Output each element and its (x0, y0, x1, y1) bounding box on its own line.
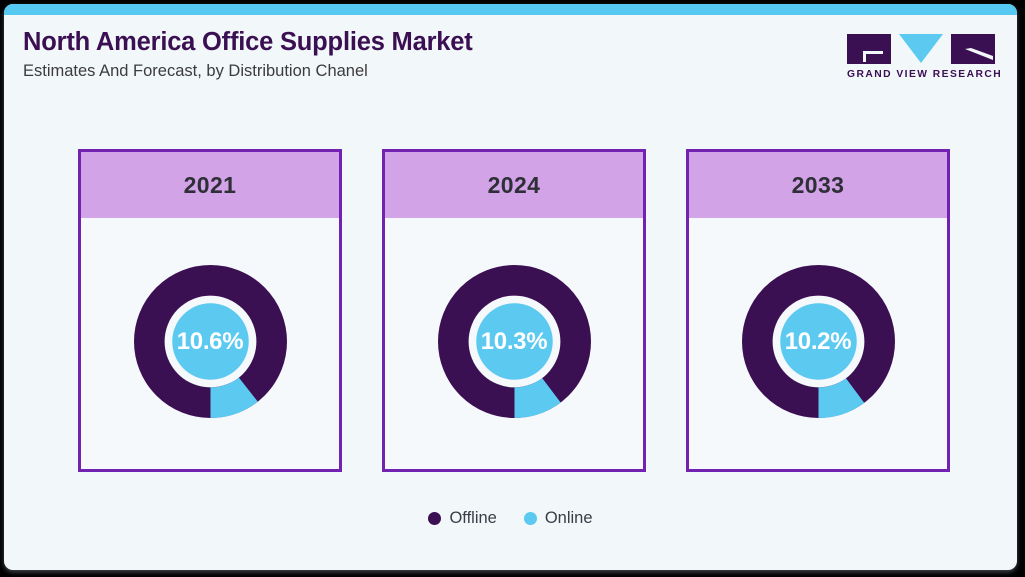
panel-year-label: 2024 (487, 171, 541, 198)
donut-inner-disc (171, 303, 249, 380)
legend-swatch-online (523, 512, 537, 525)
donut-chart-2033: 10.2% (741, 265, 895, 418)
donut-svg-2024 (437, 265, 591, 418)
panel-header-2021: 2021 (81, 152, 339, 218)
legend-swatch-offline (428, 512, 442, 525)
donut-segment-online (133, 265, 287, 418)
top-accent-bar (4, 4, 1017, 15)
logo-wordmark: GRAND VIEW RESEARCH (847, 69, 1003, 80)
panel-year-label: 2033 (791, 171, 845, 198)
page-title: North America Office Supplies Market (23, 28, 473, 56)
donut-svg-2033 (741, 265, 895, 418)
donut-chart-2024: 10.3% (437, 265, 591, 418)
panel-body-2024: 10.3% (385, 218, 643, 469)
legend-item-online: Online (523, 509, 593, 528)
donut-panel-2024: 2024 10.3% (382, 149, 646, 472)
header: North America Office Supplies Market Est… (4, 15, 1017, 101)
donut-inner-disc (779, 303, 857, 380)
brand-logo: GRAND VIEW RESEARCH (847, 32, 1003, 80)
grand-view-research-logo-icon (847, 34, 995, 64)
donut-panel-2021: 2021 10.6% (78, 149, 342, 472)
legend-item-offline: Offline (428, 509, 497, 528)
donut-inner-disc (475, 303, 553, 380)
legend-label-offline: Offline (449, 509, 497, 527)
page-subtitle: Estimates And Forecast, by Distribution … (23, 62, 368, 81)
donut-svg-2021 (133, 265, 287, 418)
panel-body-2021: 10.6% (81, 218, 339, 469)
donut-panel-2033: 2033 10.2% (686, 149, 950, 472)
panel-header-2024: 2024 (385, 152, 643, 218)
donut-segment-online (437, 265, 591, 418)
panel-body-2033: 10.2% (689, 218, 947, 469)
panel-year-label: 2021 (183, 171, 237, 198)
donut-chart-2021: 10.6% (133, 265, 287, 418)
panel-header-2033: 2033 (689, 152, 947, 218)
infographic-card: North America Office Supplies Market Est… (4, 4, 1017, 570)
legend: Offline Online (4, 509, 1017, 528)
title-block: North America Office Supplies Market Est… (23, 27, 473, 82)
donut-segment-online (741, 265, 895, 418)
legend-label-online: Online (544, 509, 593, 527)
donut-panels-row: 2021 10.6% 2024 (78, 149, 950, 472)
